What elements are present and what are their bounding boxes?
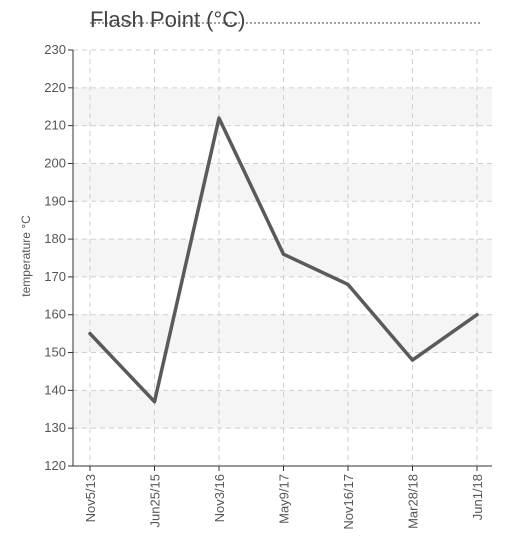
y-tick-label: 210 [44, 118, 66, 133]
grid-band [73, 390, 492, 429]
data-point [153, 400, 156, 404]
x-tick-label: Nov3/16 [212, 474, 227, 522]
data-point [346, 282, 350, 286]
plot-bands [73, 87, 492, 429]
y-tick-label: 150 [44, 345, 66, 360]
y-tick-label: 230 [44, 42, 66, 57]
y-tick-label: 180 [44, 231, 66, 246]
x-tick-label: Nov16/17 [341, 474, 356, 530]
x-tick-label: Jun1/18 [470, 474, 485, 520]
x-tick-label: Mar28/18 [406, 474, 421, 529]
y-tick-label: 190 [44, 193, 66, 208]
data-point [88, 332, 92, 336]
y-tick-label: 160 [44, 307, 66, 322]
x-tick-labels: Nov5/13 Jun25/15 Nov3/16 May9/17 Nov16/17 Mar… [83, 474, 485, 530]
y-tick-labels: 120 130 140 150 160 170 180 190 200 210 220 230 [44, 42, 66, 473]
data-point [282, 252, 285, 256]
y-tick-label: 170 [44, 269, 66, 284]
x-tick-label: May9/17 [277, 474, 292, 524]
grid-band [73, 163, 492, 202]
y-tick-label: 120 [44, 458, 66, 473]
x-tick-label: Jun25/15 [148, 474, 163, 528]
grid-band [73, 314, 492, 353]
y-tick-label: 220 [44, 80, 66, 95]
x-tick-label: Nov5/13 [83, 474, 98, 522]
data-point [217, 116, 221, 120]
y-tick-label: 130 [44, 420, 66, 435]
y-tick-label: 140 [44, 382, 66, 397]
grid-lines [73, 49, 492, 466]
data-point [475, 313, 479, 317]
grid-band [73, 87, 492, 126]
axes [68, 49, 492, 471]
y-tick-label: 200 [44, 155, 66, 170]
grid-band [73, 239, 492, 277]
series-layer [88, 116, 479, 404]
y-axis-label: temperature °C [19, 215, 33, 297]
data-point [411, 358, 414, 362]
chart-title: Flash Point (°C) [90, 7, 246, 32]
